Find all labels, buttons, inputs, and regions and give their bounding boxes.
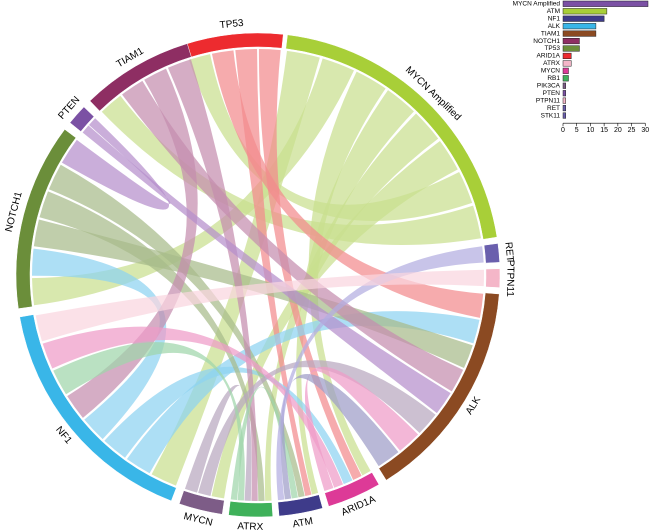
chord-sector-mycn-amplified (285, 34, 498, 240)
chord-link-atrx-to-atm (230, 386, 298, 501)
chord-link-mycn-amplified-to-atrx (264, 113, 439, 501)
bar-nf1 (562, 15, 605, 22)
bar-category-label-tp53: TP53 (544, 45, 560, 52)
bar-notch1 (562, 38, 580, 45)
bar-category-label-arid1a: ARID1A (537, 53, 561, 60)
bar-x-tick-label-5: 5 (575, 127, 579, 134)
chord-sector-nf1 (19, 314, 177, 502)
bar-ptpn11 (562, 97, 566, 104)
chord-sector-ret (483, 243, 500, 264)
bar-category-label-pten: PTEN (543, 90, 561, 97)
chord-sector-notch1 (15, 129, 77, 309)
chord-sector-mycn (178, 490, 225, 515)
bar-x-tick-label-15: 15 (600, 127, 608, 134)
bar-category-label-tiam1: TIAM1 (541, 30, 561, 37)
chord-link-mycn-to-alk (198, 360, 436, 496)
chord-link-notch1-to-atrx (39, 191, 265, 501)
bar-x-tick-label-30: 30 (641, 127, 649, 134)
chord-link-arid1a-to-nf1 (42, 326, 344, 488)
chord-sectors (15, 32, 501, 518)
bar-chart: MYCN AmplifiedATMNF1ALKTIAM1NOTCH1TP53AR… (513, 1, 650, 135)
bar-pten (562, 90, 566, 97)
bar-x-tick-label-25: 25 (628, 127, 636, 134)
chord-sector-atrx (228, 501, 274, 518)
chord-link-notch1-to-atm (48, 164, 305, 498)
chord-link-atm-to-alk (280, 373, 399, 500)
bar-tiam1 (562, 30, 597, 37)
bar-rb1 (562, 75, 569, 82)
chord-link-nf1-to-notch1 (31, 248, 167, 440)
chord-link-mycn-amplified-to-mycn (211, 140, 458, 499)
chord-label-ptpn11: PTPN11 (504, 260, 515, 298)
bar-category-label-stk11: STK11 (541, 112, 561, 119)
bar-tp53 (562, 45, 580, 52)
chord-sector-pten (69, 106, 95, 132)
chord-label-mycn: MYCN (182, 511, 213, 529)
bar-x-tick-label-0: 0 (561, 127, 565, 134)
chord-label-ret: RET (502, 241, 515, 262)
chord-link-mycn-amplified-to-atm (296, 90, 414, 495)
chord-link-ptpn11-to-nf1 (35, 269, 484, 342)
bar-arid1a (562, 52, 572, 60)
bar-category-label-mycn: MYCN (541, 68, 560, 75)
chord-link-tiam1-to-atrx (167, 59, 258, 501)
bar-ret (562, 105, 566, 112)
chord-sector-alk (378, 292, 500, 481)
chord-sector-tiam1 (89, 43, 192, 112)
bar-category-label-atm: ATM (547, 8, 560, 15)
chord-link-mycn-to-atrx (184, 384, 252, 501)
chord-sector-ptpn11 (485, 268, 501, 288)
bar-x-tick-label-20: 20 (614, 127, 622, 134)
bar-pik3ca (562, 82, 566, 89)
chord-link-arid1a-to-alk (304, 366, 419, 492)
chord-link-nf1-to-alk (126, 311, 480, 474)
chord-label-atrx: ATRX (237, 521, 264, 530)
bar-mycn (562, 67, 569, 74)
bar-category-label-nf1: NF1 (548, 15, 561, 22)
bar-chart-bars (562, 0, 649, 119)
bar-category-label-alk: ALK (548, 23, 561, 30)
chord-sector-arid1a (324, 472, 380, 507)
chord-link-tp53-to-arid1a (258, 49, 362, 480)
bar-category-label-notch1: NOTCH1 (533, 38, 560, 45)
bar-alk (562, 23, 597, 30)
bar-atm (562, 8, 608, 15)
bar-category-label-rb1: RB1 (547, 75, 560, 82)
chord-label-alk: ALK (464, 395, 483, 417)
bar-category-label-mycn-amplified: MYCN Amplified (513, 1, 561, 8)
chord-label-tp53: TP53 (219, 18, 244, 31)
chord-sector-tp53 (182, 32, 284, 59)
chord-label-atm: ATM (292, 516, 314, 530)
bar-stk11 (562, 112, 566, 119)
bar-category-label-ptpn11: PTPN11 (536, 97, 560, 104)
bar-chart-category-labels: MYCN AmplifiedATMNF1ALKTIAM1NOTCH1TP53AR… (513, 1, 561, 120)
chord-link-tp53-to-alk (211, 50, 484, 318)
bar-atrx (562, 60, 572, 67)
chord-links (31, 49, 484, 501)
bar-category-label-atrx: ATRX (543, 60, 561, 67)
bar-x-tick-label-10: 10 (587, 127, 595, 134)
bar-chart-x-axis: 0 5 10 15 20 25 30 (561, 122, 649, 134)
chord-link-tiam1-to-alk (122, 80, 464, 392)
bar-category-label-pik3ca: PIK3CA (537, 82, 561, 89)
chord-link-mycn-amplified-to-notch1 (32, 58, 354, 306)
bar-mycn-amplified (562, 0, 649, 7)
chord-link-tp53-to-atm (235, 49, 312, 497)
chord-link-mycn-amplified-to-tiam1 (101, 95, 481, 245)
chord-link-pten-to-notch1 (61, 118, 171, 210)
bar-category-label-ret: RET (547, 105, 560, 112)
chord-sector-atm (277, 494, 323, 517)
chord-link-pten-to-alk (82, 125, 451, 414)
